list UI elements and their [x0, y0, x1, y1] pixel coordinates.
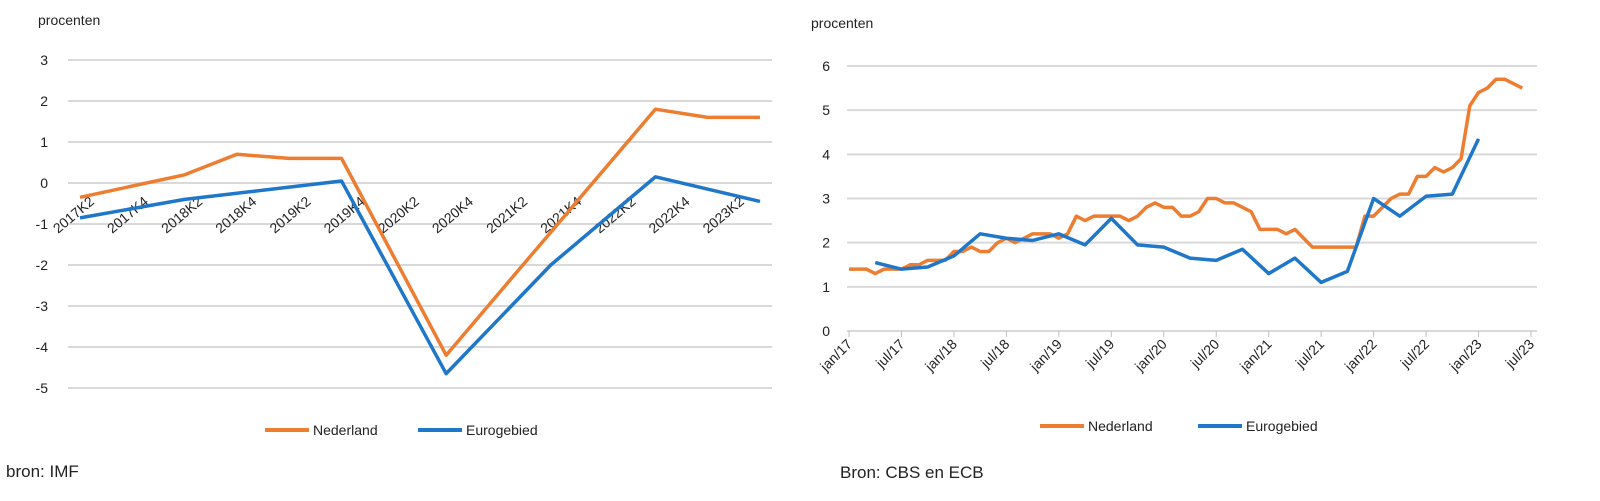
x-tick-label: jul/20 — [1187, 336, 1223, 372]
series-line-eurogebied — [79, 175, 761, 376]
x-tick-label: 2018K4 — [212, 193, 259, 236]
y-tick-label: 5 — [822, 102, 830, 118]
x-tick-label: 2022K2 — [591, 193, 638, 236]
x-tick-label: jan/19 — [1026, 336, 1065, 375]
right-source: Bron: CBS en ECB — [840, 463, 984, 482]
y-tick-label: 2 — [40, 93, 48, 109]
x-tick-label: 2020K2 — [375, 193, 422, 236]
x-tick-label: jul/22 — [1397, 336, 1433, 372]
y-tick-label: 0 — [40, 175, 48, 191]
y-tick-label: -3 — [36, 298, 49, 314]
x-tick-label: jan/22 — [1341, 336, 1380, 375]
legend-label: Eurogebied — [466, 422, 538, 438]
x-tick-label: 2021K2 — [483, 193, 530, 236]
x-tick-label: jul/18 — [977, 336, 1013, 372]
left-unit-label: procenten — [38, 12, 101, 28]
x-tick-label: 2023K2 — [700, 193, 747, 236]
x-tick-label: jan/17 — [816, 336, 855, 375]
legend-label: Nederland — [313, 422, 378, 438]
y-tick-label: 3 — [822, 191, 830, 207]
y-tick-label: 0 — [822, 323, 830, 339]
left-chart-panel: procenten 3 2 1 0 -1 -2 -3 -4 -5 2017K2 2017K4 2018… — [6, 12, 772, 481]
series-line-eurogebied — [874, 138, 1481, 285]
series-line-nederland — [849, 77, 1524, 276]
y-tick-label: -5 — [36, 380, 49, 396]
y-tick-label: 3 — [40, 52, 48, 68]
y-tick-label: 2 — [822, 235, 830, 251]
legend-label: Eurogebied — [1246, 418, 1318, 434]
right-chart-panel: procenten 6 5 4 3 2 1 0 jan/17 jul/17 jan/18 jul/1… — [800, 0, 1600, 501]
x-tick-label: 2019K2 — [266, 193, 313, 236]
right-unit-label: procenten — [811, 15, 874, 31]
x-tick-label: jul/21 — [1292, 336, 1328, 372]
x-tick-label: jul/17 — [872, 336, 908, 372]
y-tick-label: 6 — [822, 58, 830, 74]
x-tick-label: jan/20 — [1131, 336, 1170, 375]
x-tick-label: 2017K4 — [104, 193, 151, 236]
y-tick-label: 1 — [822, 279, 830, 295]
x-tick-label: jan/23 — [1446, 336, 1485, 375]
y-tick-label: 1 — [40, 134, 48, 150]
x-tick-label: jan/21 — [1236, 336, 1275, 375]
x-tick-label: jul/23 — [1501, 336, 1537, 372]
y-tick-label: 4 — [822, 146, 830, 162]
y-tick-label: -1 — [36, 216, 49, 232]
x-tick-label: jul/19 — [1082, 336, 1118, 372]
x-tick-label: jan/18 — [921, 336, 960, 375]
legend-label: Nederland — [1088, 418, 1153, 434]
y-tick-label: -4 — [36, 339, 49, 355]
x-tick-label: 2022K4 — [645, 193, 692, 236]
left-source: bron: IMF — [6, 462, 79, 481]
x-tick-label: 2020K4 — [429, 193, 476, 236]
y-tick-label: -2 — [36, 257, 49, 273]
series-line-nederland — [79, 107, 760, 357]
